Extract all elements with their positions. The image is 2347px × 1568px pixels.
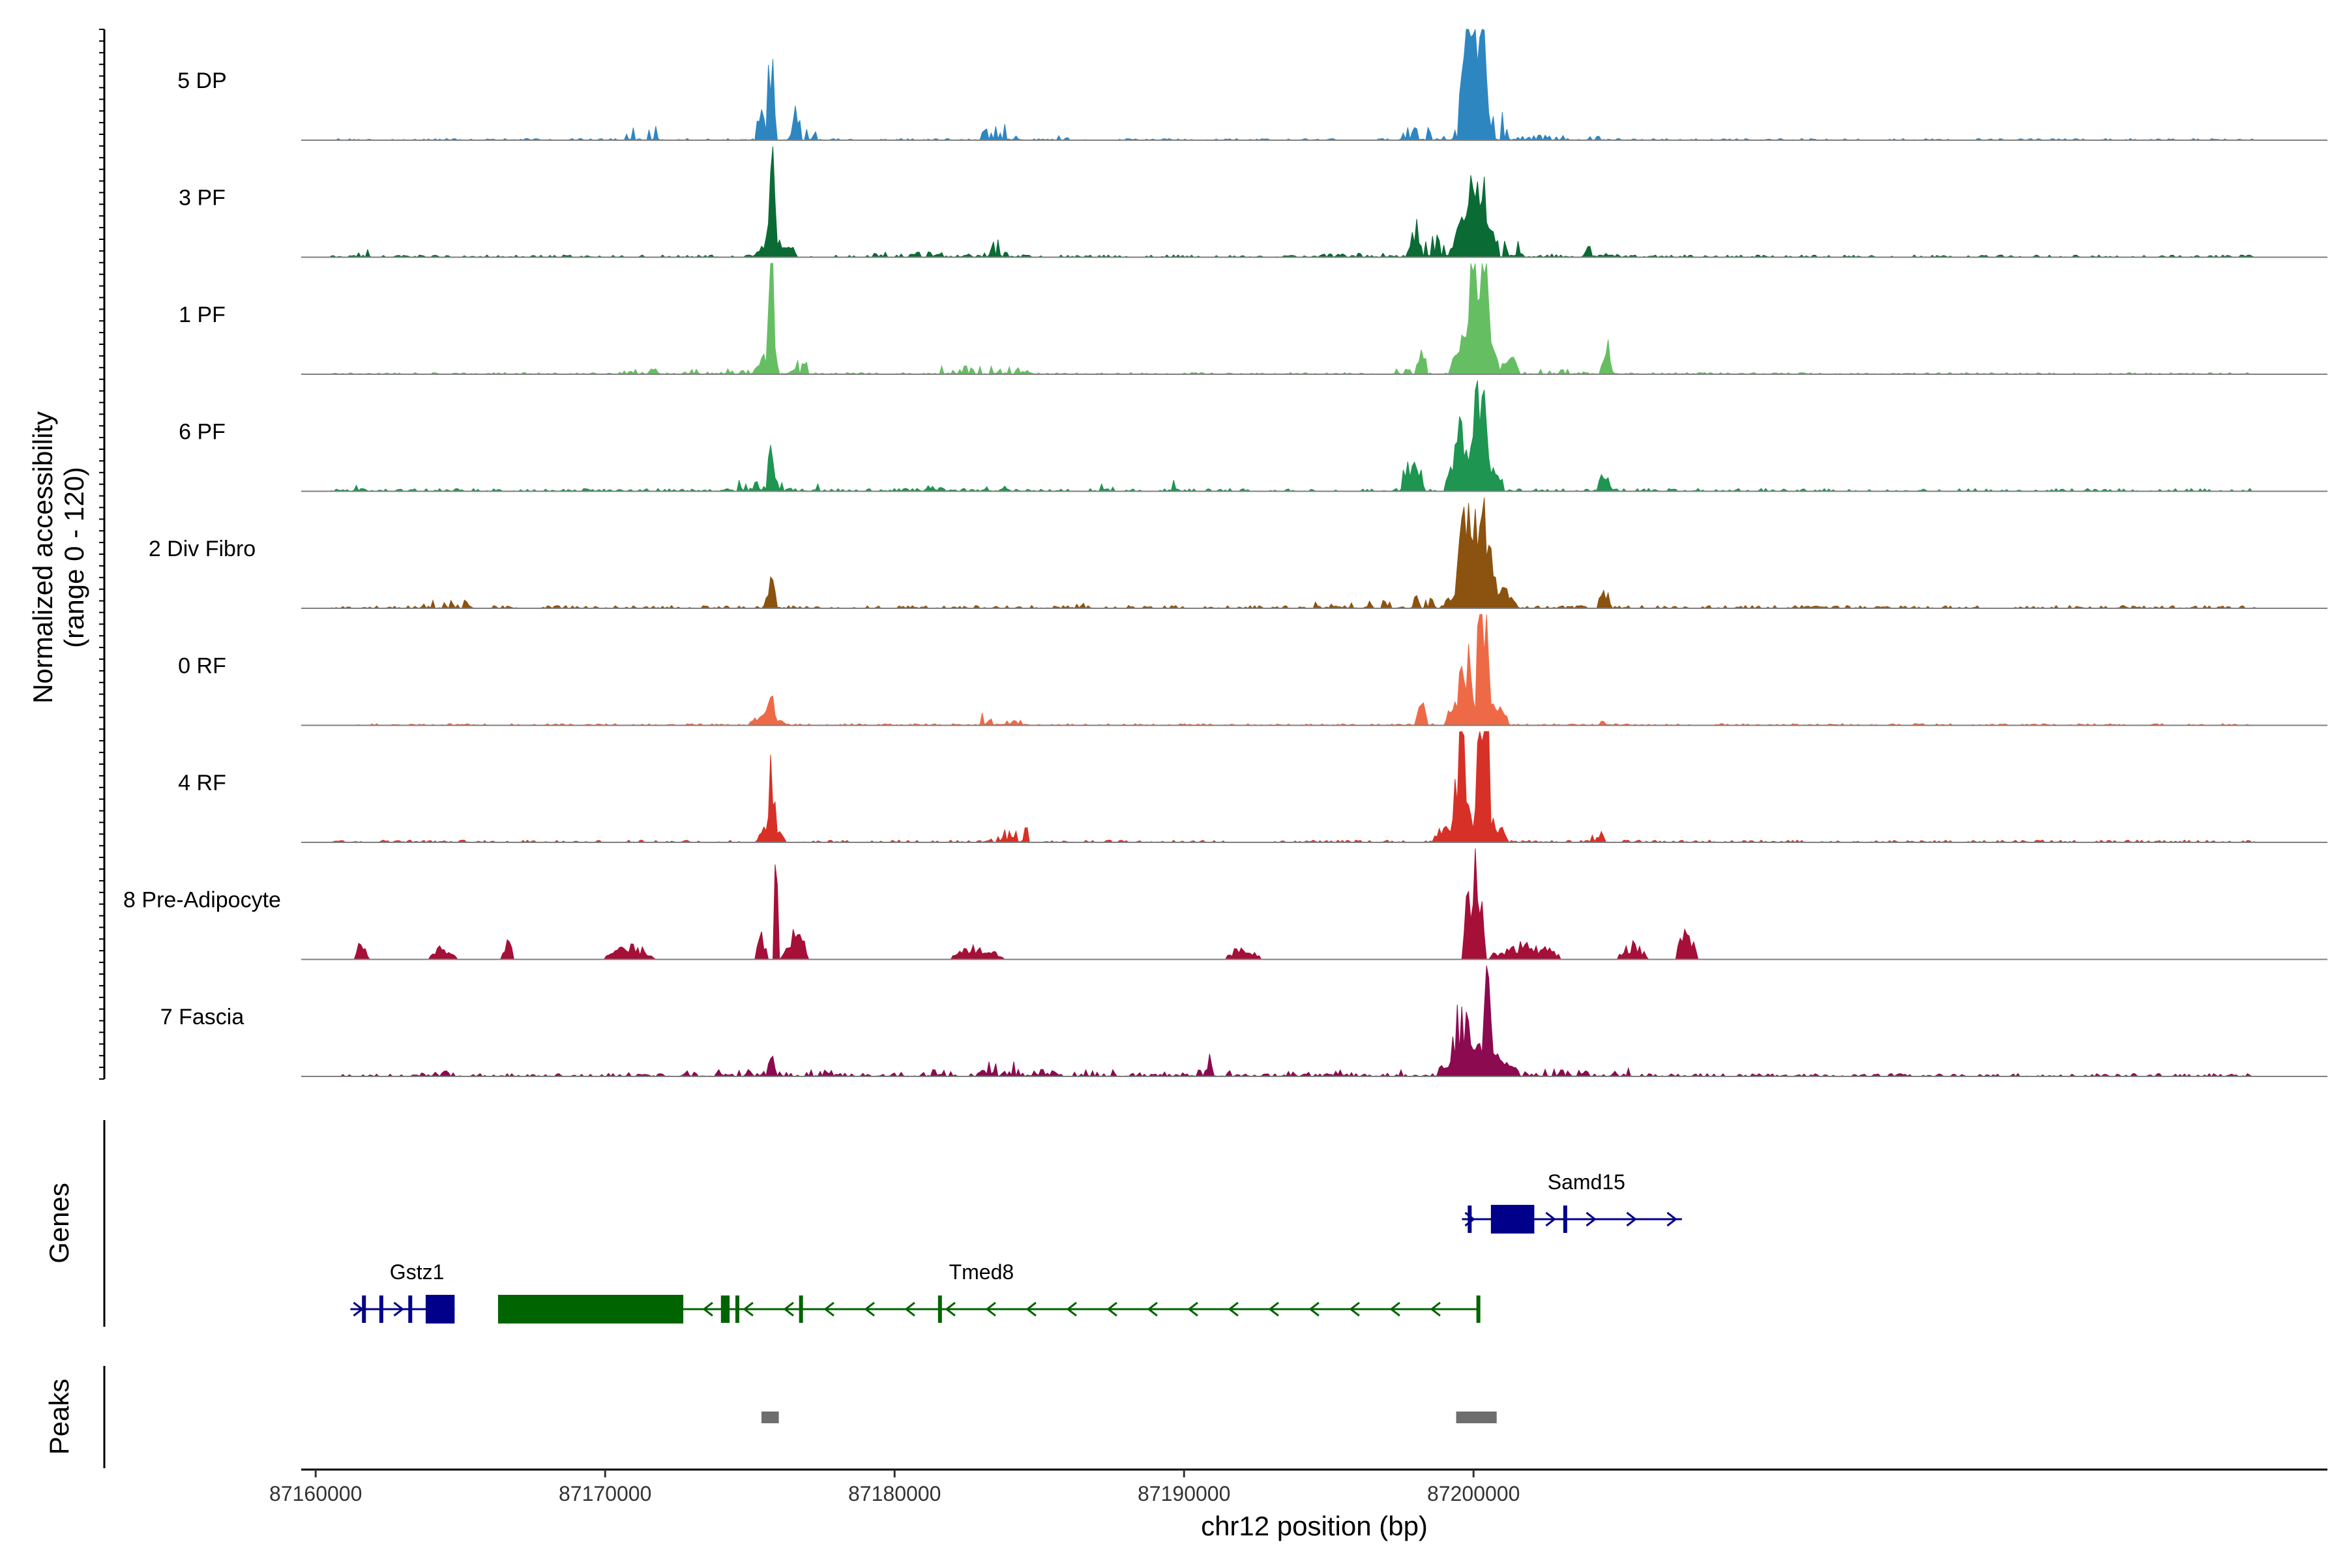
gene-tmed8-exon <box>497 1295 684 1324</box>
gene-tmed8-strand-arrow <box>1066 1301 1077 1317</box>
track-2-div-fibro: 2 Div Fibro <box>149 497 2327 609</box>
track-2-div-fibro-area <box>301 497 2327 609</box>
gene-tmed8-strand-arrow <box>1106 1301 1117 1317</box>
gene-tmed8-strand-arrow <box>1308 1301 1320 1317</box>
gene-gstz1-exon <box>408 1295 413 1323</box>
gene-samd15-exon <box>1468 1206 1472 1233</box>
track-label-0-rf: 0 RF <box>178 654 226 679</box>
gene-tmed8-strand-arrow <box>823 1301 834 1317</box>
y-axis-ticks <box>99 29 104 1080</box>
track-6-pf: 6 PF <box>179 380 2327 492</box>
gene-tmed8-strand-arrow <box>1389 1301 1400 1317</box>
track-label-7-fascia: 7 Fascia <box>160 1005 244 1029</box>
x-tick-label: 87160000 <box>269 1482 362 1505</box>
gene-tmed8-strand-arrow <box>702 1301 713 1317</box>
track-5-dp-area <box>301 29 2327 141</box>
track-1-pf-area <box>301 263 2327 376</box>
track-label-2-div-fibro: 2 Div Fibro <box>149 537 256 561</box>
track-1-pf: 1 PF <box>179 263 2327 376</box>
x-tick-label: 87180000 <box>848 1482 941 1505</box>
gene-tmed8-strand-arrow <box>1430 1301 1441 1317</box>
track-label-1-pf: 1 PF <box>179 303 226 327</box>
gene-samd15: Samd15 <box>1462 1170 1682 1234</box>
gene-tmed8-strand-arrow <box>1228 1301 1239 1317</box>
track-4-rf: 4 RF <box>178 731 2327 843</box>
gene-tmed8-strand-arrow <box>864 1301 875 1317</box>
track-5-dp: 5 DP <box>177 29 2327 141</box>
x-axis-title: chr12 position (bp) <box>1201 1511 1428 1541</box>
track-8-pre-adipocyte: 8 Pre-Adipocyte <box>123 848 2327 960</box>
peaks-panel-label: Peaks <box>44 1379 74 1455</box>
gene-tmed8-strand-arrow <box>1268 1301 1279 1317</box>
gene-tmed8-exon <box>799 1295 803 1323</box>
gene-tmed8-strand-arrow <box>945 1301 956 1317</box>
gene-tmed8-exon <box>735 1295 739 1323</box>
track-4-rf-area <box>301 731 2327 843</box>
gene-gstz1: Gstz1 <box>350 1260 455 1324</box>
gene-tmed8-strand-arrow <box>904 1301 915 1317</box>
gene-gstz1-exon <box>379 1295 383 1323</box>
track-label-3-pf: 3 PF <box>179 186 226 211</box>
track-0-rf: 0 RF <box>178 614 2327 726</box>
track-label-4-rf: 4 RF <box>178 771 226 795</box>
track-0-rf-area <box>301 614 2327 726</box>
gene-tmed8-strand-arrow <box>1026 1301 1037 1317</box>
x-tick-label: 87200000 <box>1427 1482 1520 1505</box>
peak-region <box>761 1412 779 1423</box>
gene-tmed8: Tmed8 <box>497 1260 1481 1324</box>
x-tick-label: 87190000 <box>1138 1482 1230 1505</box>
gene-samd15-strand-arrow <box>1545 1211 1556 1227</box>
gene-annotations: Gstz1 Tmed8 Samd15 <box>350 1170 1682 1324</box>
peak-regions <box>761 1412 1497 1423</box>
track-3-pf-area <box>301 146 2327 258</box>
track-label-6-pf: 6 PF <box>179 420 226 445</box>
track-7-fascia: 7 Fascia <box>160 966 2327 1078</box>
track-label-8-pre-adipocyte: 8 Pre-Adipocyte <box>123 888 281 913</box>
gene-gstz1-exon <box>425 1295 455 1324</box>
peak-region <box>1456 1412 1497 1423</box>
gene-tmed8-strand-arrow <box>1147 1301 1158 1317</box>
track-6-pf-area <box>301 380 2327 492</box>
x-tick-label: 87170000 <box>559 1482 651 1505</box>
gene-label-samd15: Samd15 <box>1548 1170 1625 1194</box>
gene-gstz1-exon <box>362 1295 366 1323</box>
track-label-5-dp: 5 DP <box>177 68 227 93</box>
gene-tmed8-strand-arrow <box>783 1301 794 1317</box>
gene-samd15-strand-arrow <box>1626 1211 1637 1227</box>
track-8-pre-adipocyte-area <box>301 848 2327 960</box>
gene-tmed8-exon <box>720 1295 730 1323</box>
gene-samd15-strand-arrow <box>1666 1211 1677 1227</box>
gene-samd15-exon <box>1490 1205 1535 1234</box>
gene-tmed8-strand-arrow <box>743 1301 754 1317</box>
gene-tmed8-strand-arrow <box>1349 1301 1360 1317</box>
gene-tmed8-exon <box>1476 1295 1481 1323</box>
genes-panel-label: Genes <box>44 1183 74 1264</box>
x-axis-ticks: 87160000 87170000 87180000 87190000 87200000 <box>269 1470 1520 1505</box>
y-axis-subtitle: (range 0 - 120) <box>59 467 89 648</box>
gene-samd15-strand-arrow <box>1586 1211 1597 1227</box>
track-3-pf: 3 PF <box>179 146 2327 258</box>
gene-label-gstz1: Gstz1 <box>390 1260 445 1284</box>
coverage-tracks: 5 DP 3 PF 1 PF 6 PF 2 Div Fibro 0 RF 4 RF 8 Pre… <box>123 29 2327 1078</box>
track-7-fascia-area <box>301 966 2327 1078</box>
gene-tmed8-exon <box>937 1295 942 1323</box>
gene-samd15-exon <box>1563 1206 1567 1233</box>
gene-tmed8-strand-arrow <box>985 1301 996 1317</box>
gene-tmed8-strand-arrow <box>1187 1301 1198 1317</box>
y-axis-title: Normalized accessibility <box>27 411 58 703</box>
gene-label-tmed8: Tmed8 <box>949 1260 1014 1284</box>
gene-gstz1-strand-arrow <box>393 1301 404 1317</box>
